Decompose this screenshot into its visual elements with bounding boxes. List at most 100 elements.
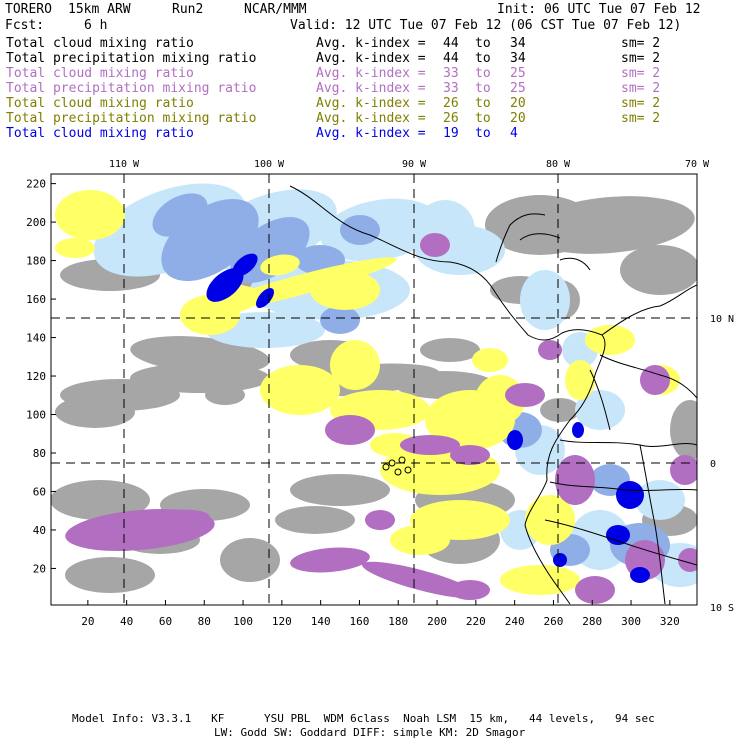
legend-field-name: Total precipitation mixing ratio	[6, 111, 257, 126]
longitude-label: 80 W	[546, 159, 571, 170]
legend-to-value: 34	[510, 51, 526, 66]
light-blue-cloud-area	[575, 390, 625, 430]
yellow-cloud-area	[55, 238, 95, 258]
purple-cloud-area	[140, 509, 210, 531]
x-tick-label: 100	[233, 615, 253, 628]
border-line	[639, 444, 666, 605]
coastline	[495, 213, 546, 263]
gray-cloud-area	[65, 557, 155, 593]
gray-cloud-area	[51, 480, 150, 520]
cloud-field	[51, 183, 697, 605]
legend-avg-label: Avg. k-index =	[316, 96, 426, 111]
gray-cloud-area	[55, 396, 135, 428]
coastline	[519, 233, 561, 241]
purple-cloud-area	[290, 547, 370, 573]
dark-blue-cloud-core	[206, 268, 244, 302]
purple-cloud-area	[670, 455, 697, 485]
yellow-cloud-area	[390, 525, 450, 555]
purple-cloud-area	[361, 561, 479, 599]
legend-smoothing: sm= 2	[621, 81, 661, 96]
border-line	[544, 519, 697, 566]
yellow-cloud-area	[525, 495, 575, 545]
dark-blue-cloud-core	[232, 253, 258, 277]
latitude-label: 10 S	[710, 603, 734, 614]
y-tick-label: 120	[26, 370, 46, 383]
x-tick-label: 180	[388, 615, 408, 628]
forecast-label: Fcst:	[5, 18, 45, 33]
legend-field-name: Total cloud mixing ratio	[6, 36, 194, 51]
legend-to-word: to	[475, 66, 491, 81]
yellow-cloud-area	[500, 565, 580, 595]
x-tick-label: 40	[120, 615, 133, 628]
x-tick-label: 300	[621, 615, 641, 628]
legend-to-word: to	[475, 36, 491, 51]
legend-avg-label: Avg. k-index =	[316, 66, 426, 81]
purple-cloud-area	[505, 383, 545, 407]
y-tick-label: 220	[26, 178, 46, 191]
legend-field-name: Total precipitation mixing ratio	[6, 51, 257, 66]
x-tick-label: 120	[272, 615, 292, 628]
purple-cloud-area	[450, 580, 490, 600]
island-outline	[382, 463, 390, 471]
blue-cloud-area	[152, 193, 208, 237]
yellow-cloud-area	[565, 360, 595, 400]
legend-to-value: 20	[510, 111, 526, 126]
dark-blue-cloud-core	[572, 422, 584, 438]
coastlines	[289, 185, 697, 605]
legend-smoothing: sm= 2	[621, 66, 661, 81]
gray-cloud-area	[130, 363, 270, 393]
legend-from-value: 26	[443, 111, 459, 126]
gray-cloud-area	[620, 245, 697, 295]
longitude-label: 100 W	[254, 159, 285, 170]
model-resolution: 15km ARW	[68, 2, 131, 17]
x-tick-label: 80	[198, 615, 211, 628]
purple-cloud-area	[420, 233, 450, 257]
yellow-cloud-area	[310, 270, 380, 310]
border-line	[589, 369, 611, 431]
legend-field-name: Total cloud mixing ratio	[6, 66, 194, 81]
latitude-label: 10 N	[710, 314, 734, 325]
model-info: Model Info: V3.3.1 KF YSU PBL WDM 6class…	[72, 712, 655, 725]
gray-cloud-area	[525, 196, 695, 254]
legend-from-value: 26	[443, 96, 459, 111]
dark-blue-cloud-core	[606, 525, 630, 545]
model-name: TORERO	[5, 2, 52, 17]
legend-avg-label: Avg. k-index =	[316, 51, 426, 66]
border-line	[549, 481, 697, 492]
legend-to-value: 20	[510, 96, 526, 111]
dark-blue-cloud-core	[507, 430, 523, 450]
legend-to-word: to	[475, 81, 491, 96]
gray-cloud-area	[540, 398, 580, 422]
island-outline	[394, 468, 402, 476]
yellow-cloud-area	[330, 340, 380, 390]
org-label: NCAR/MMM	[244, 2, 307, 17]
legend-smoothing: sm= 2	[621, 96, 661, 111]
legend-avg-label: Avg. k-index =	[316, 36, 426, 51]
map-frame	[50, 173, 698, 606]
gray-cloud-area	[205, 385, 245, 405]
x-tick-label: 60	[159, 615, 172, 628]
y-tick-label: 180	[26, 255, 46, 268]
island-outline	[404, 466, 412, 474]
init-time: Init: 06 UTC Tue 07 Feb 12	[497, 2, 701, 17]
y-tick-label: 100	[26, 409, 46, 422]
light-blue-cloud-area	[520, 270, 570, 330]
yellow-cloud-area	[585, 325, 635, 355]
purple-cloud-area	[640, 365, 670, 395]
valid-time: Valid: 12 UTC Tue 07 Feb 12 (06 CST Tue …	[290, 18, 682, 33]
legend-field-name: Total precipitation mixing ratio	[6, 81, 257, 96]
physics-info: LW: Godd SW: Goddard DIFF: simple KM: 2D…	[214, 726, 526, 739]
yellow-cloud-area	[260, 254, 300, 276]
legend-field-name: Total cloud mixing ratio	[6, 126, 194, 141]
lat-lon-grid	[51, 174, 697, 605]
coastline	[289, 185, 606, 605]
legend-from-value: 44	[443, 36, 459, 51]
legend-from-value: 33	[443, 66, 459, 81]
legend-smoothing: sm= 2	[621, 111, 661, 126]
legend-to-word: to	[475, 51, 491, 66]
y-tick-label: 20	[33, 562, 46, 575]
legend-field-name: Total cloud mixing ratio	[6, 96, 194, 111]
gray-cloud-area	[420, 338, 480, 362]
y-tick-label: 160	[26, 293, 46, 306]
